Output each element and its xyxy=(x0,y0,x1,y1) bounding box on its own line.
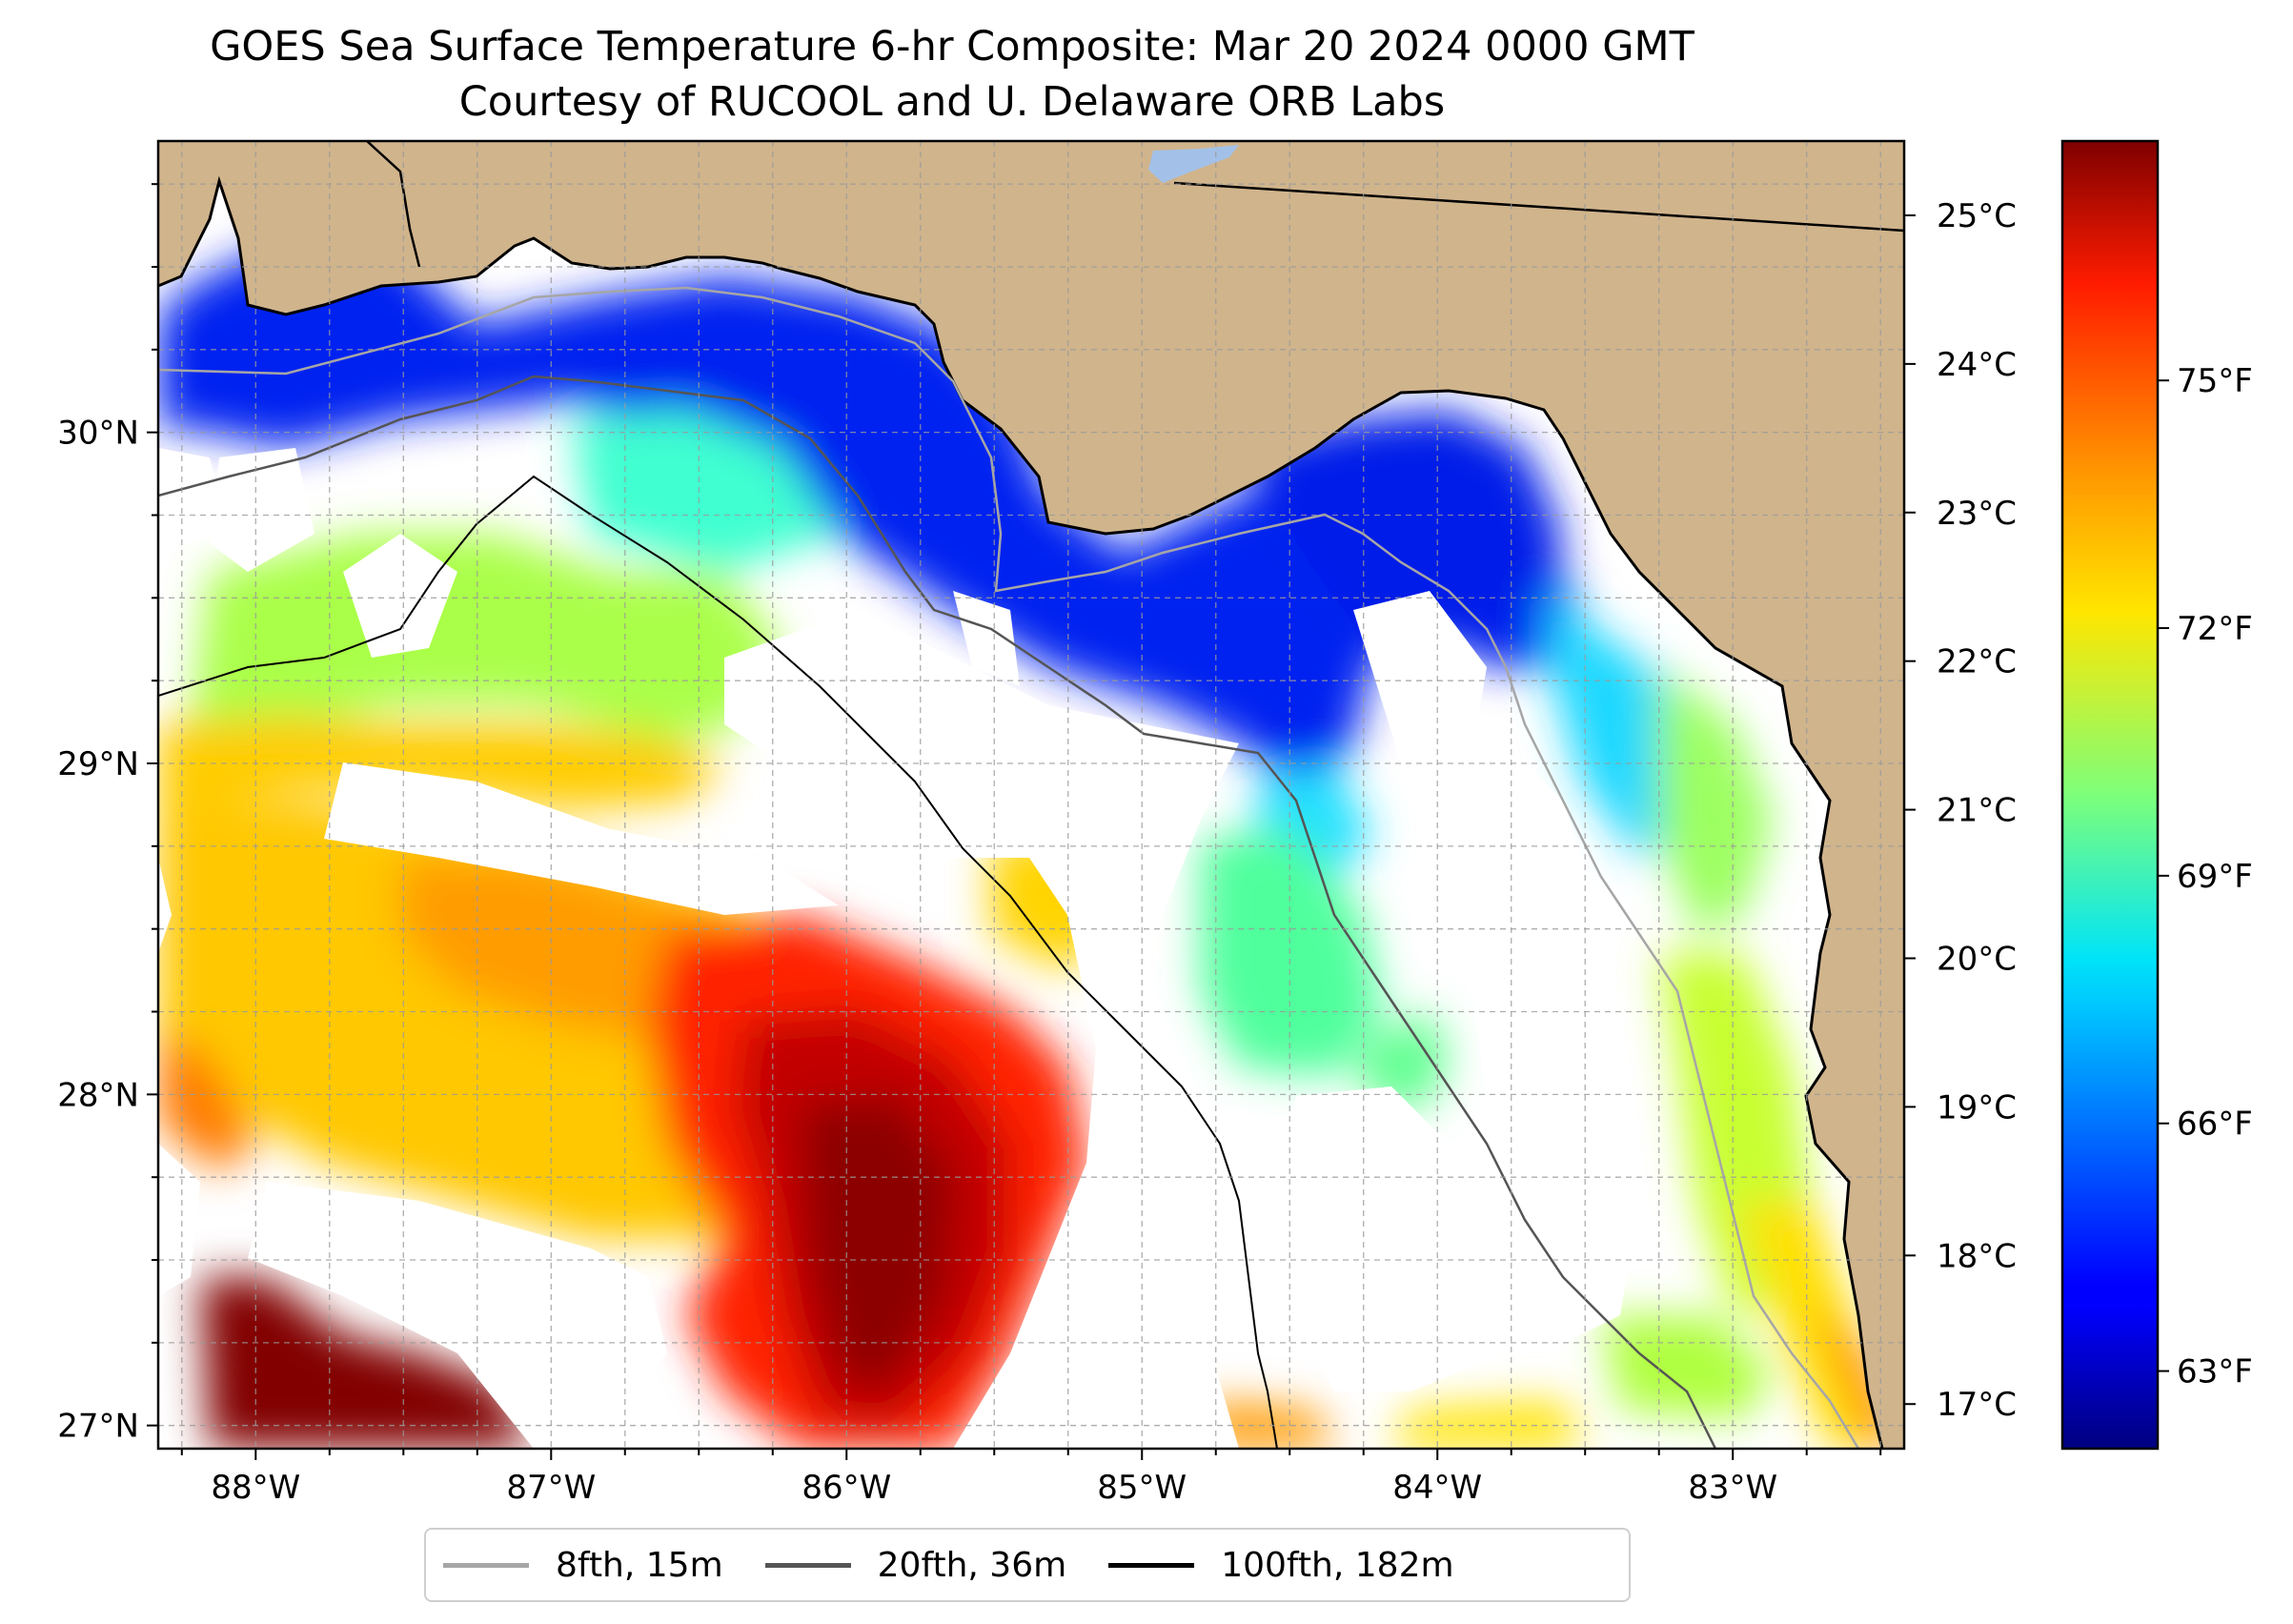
state-border-west xyxy=(366,141,421,268)
celsius-tick-label: 23°C xyxy=(1937,495,2017,533)
lon-tick-label: 85°W xyxy=(1097,1469,1187,1507)
legend-item-20fth: 20fth, 36m xyxy=(764,1545,1067,1585)
fahrenheit-tick-label: 75°F xyxy=(2177,362,2253,400)
celsius-tick-label: 18°C xyxy=(1937,1237,2017,1275)
map-frame xyxy=(156,139,1906,1451)
isobath-100fth xyxy=(158,475,1278,1449)
fahrenheit-tick-label: 72°F xyxy=(2177,610,2253,648)
fahrenheit-axis: 75°F 72°F 69°F 66°F 63°F xyxy=(2158,362,2253,1391)
isobath-legend: 8fth, 15m 20fth, 36m 100fth, 182m xyxy=(424,1528,1631,1602)
lat-tick-label: 30°N xyxy=(57,415,139,453)
lon-tick-label: 86°W xyxy=(802,1469,891,1507)
legend-swatch-8fth xyxy=(443,1562,529,1568)
lon-tick-label: 87°W xyxy=(506,1469,596,1507)
longitude-axis: 88°W 87°W 86°W 85°W 84°W 83°W xyxy=(180,1449,1882,1507)
celsius-tick-label: 20°C xyxy=(1937,941,2017,979)
lat-tick-label: 27°N xyxy=(57,1408,139,1446)
celsius-axis: 25°C 24°C 23°C 22°C 21°C 20°C 19°C 18°C 17°C xyxy=(1904,197,2017,1424)
lat-tick-label: 29°N xyxy=(57,745,139,783)
isobath-20fth xyxy=(158,375,1717,1449)
map-title: GOES Sea Surface Temperature 6-hr Compos… xyxy=(210,23,1694,71)
land-mask xyxy=(158,141,1904,1449)
legend-swatch-100fth xyxy=(1108,1562,1195,1568)
graticule xyxy=(158,141,1904,1449)
lon-tick-label: 83°W xyxy=(1688,1469,1777,1507)
legend-label-100fth: 100fth, 182m xyxy=(1221,1545,1454,1585)
latitude-axis: 30°N 29°N 28°N 27°N xyxy=(57,183,158,1446)
lat-tick-label: 28°N xyxy=(57,1076,139,1114)
legend-label-20fth: 20fth, 36m xyxy=(877,1545,1067,1585)
fahrenheit-tick-label: 66°F xyxy=(2177,1106,2253,1144)
fahrenheit-tick-label: 63°F xyxy=(2177,1353,2253,1391)
sst-field xyxy=(158,219,1904,1449)
coastline xyxy=(158,175,1884,1449)
celsius-tick-label: 19°C xyxy=(1937,1088,2017,1127)
no-data-patches xyxy=(158,448,1639,1449)
celsius-tick-label: 22°C xyxy=(1937,643,2017,681)
legend-label-8fth: 8fth, 15m xyxy=(556,1545,723,1585)
map-plot-area xyxy=(158,141,1904,1449)
state-border-north xyxy=(1173,181,1904,233)
celsius-tick-label: 17°C xyxy=(1937,1386,2017,1424)
celsius-tick-label: 24°C xyxy=(1937,346,2017,384)
lon-tick-label: 88°W xyxy=(211,1469,300,1507)
legend-swatch-20fth xyxy=(764,1562,851,1568)
colorbar xyxy=(2060,139,2160,1451)
lon-tick-label: 84°W xyxy=(1392,1469,1482,1507)
legend-item-100fth: 100fth, 182m xyxy=(1108,1545,1454,1585)
legend-item-8fth: 8fth, 15m xyxy=(443,1546,723,1585)
celsius-tick-label: 21°C xyxy=(1937,792,2017,830)
celsius-tick-label: 25°C xyxy=(1937,197,2017,235)
fahrenheit-tick-label: 69°F xyxy=(2177,858,2253,896)
map-subtitle: Courtesy of RUCOOL and U. Delaware ORB L… xyxy=(458,78,1446,126)
